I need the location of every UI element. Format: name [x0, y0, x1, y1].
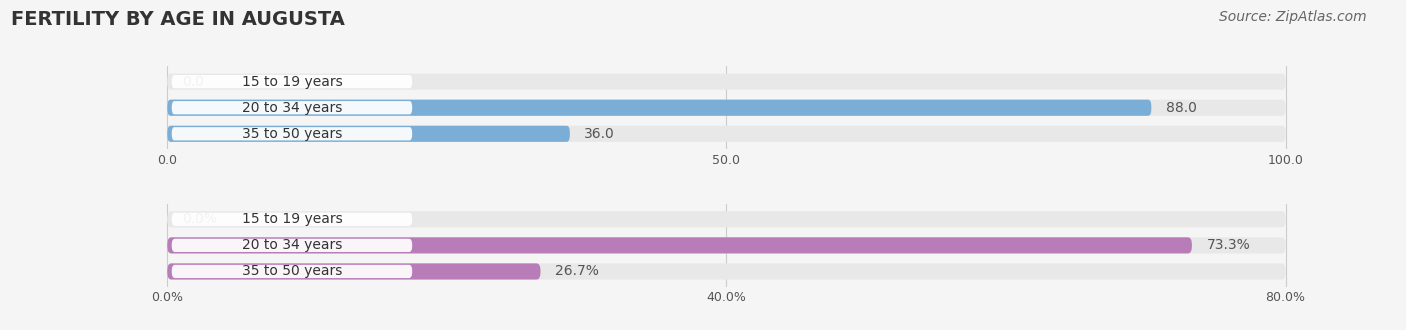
Text: FERTILITY BY AGE IN AUGUSTA: FERTILITY BY AGE IN AUGUSTA: [11, 10, 344, 29]
FancyBboxPatch shape: [172, 239, 412, 252]
FancyBboxPatch shape: [167, 237, 1192, 253]
Text: 73.3%: 73.3%: [1206, 238, 1250, 252]
FancyBboxPatch shape: [172, 127, 412, 141]
FancyBboxPatch shape: [167, 237, 1285, 253]
FancyBboxPatch shape: [167, 126, 1285, 142]
Text: 36.0: 36.0: [585, 127, 616, 141]
FancyBboxPatch shape: [167, 211, 1285, 227]
Text: 35 to 50 years: 35 to 50 years: [242, 264, 342, 279]
Text: 0.0%: 0.0%: [181, 212, 217, 226]
FancyBboxPatch shape: [167, 263, 540, 280]
FancyBboxPatch shape: [167, 100, 1285, 116]
Text: 35 to 50 years: 35 to 50 years: [242, 127, 342, 141]
FancyBboxPatch shape: [167, 263, 1285, 280]
FancyBboxPatch shape: [167, 126, 569, 142]
FancyBboxPatch shape: [172, 101, 412, 114]
Text: 20 to 34 years: 20 to 34 years: [242, 238, 342, 252]
FancyBboxPatch shape: [172, 213, 412, 226]
Text: 0.0: 0.0: [181, 75, 204, 89]
Text: 88.0: 88.0: [1166, 101, 1197, 115]
FancyBboxPatch shape: [172, 265, 412, 278]
FancyBboxPatch shape: [167, 74, 1285, 90]
Text: 15 to 19 years: 15 to 19 years: [242, 212, 342, 226]
FancyBboxPatch shape: [167, 100, 1152, 116]
Text: Source: ZipAtlas.com: Source: ZipAtlas.com: [1219, 10, 1367, 24]
Text: 26.7%: 26.7%: [555, 264, 599, 279]
FancyBboxPatch shape: [172, 75, 412, 88]
Text: 20 to 34 years: 20 to 34 years: [242, 101, 342, 115]
Text: 15 to 19 years: 15 to 19 years: [242, 75, 342, 89]
